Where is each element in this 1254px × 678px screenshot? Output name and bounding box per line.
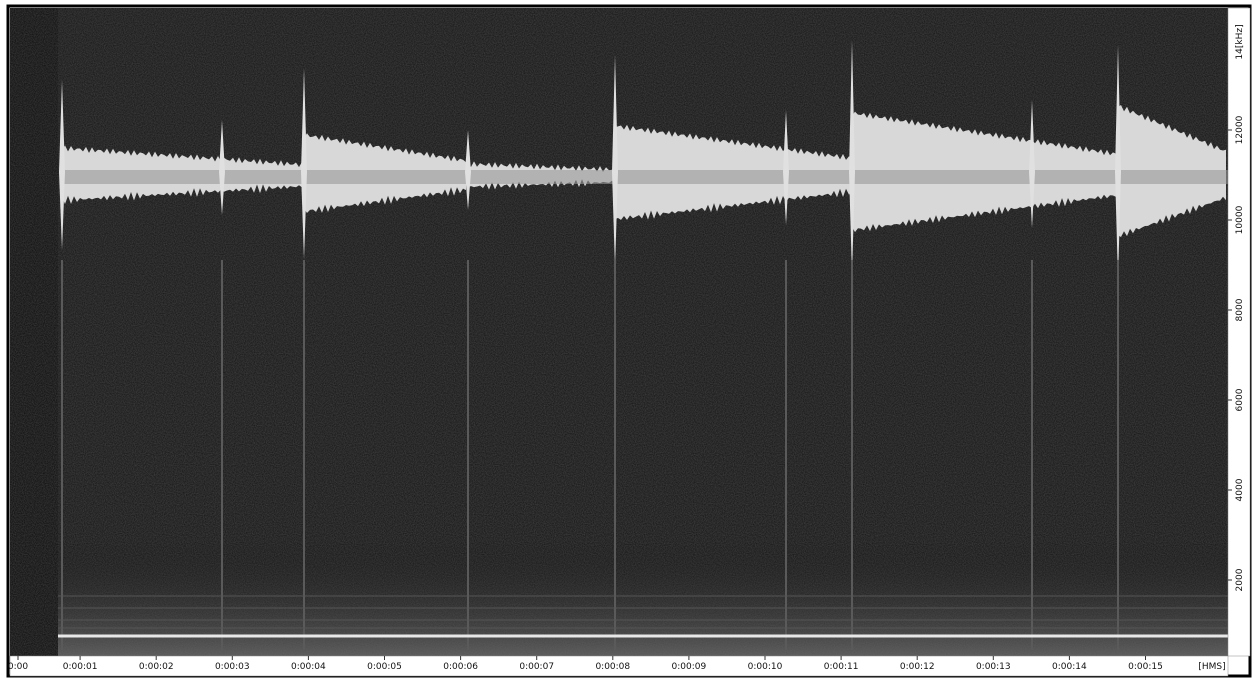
band-core	[468, 170, 615, 184]
frequency-tick-label: 2000	[1235, 568, 1245, 591]
time-tick-label: 0:00:07	[519, 662, 554, 672]
time-tick-label: 0:00	[8, 662, 28, 672]
frequency-tick-label: 6000	[1235, 388, 1245, 411]
low-frequency-energy	[58, 540, 1228, 656]
band-core	[615, 170, 852, 184]
frequency-tick-label: 12000	[1235, 115, 1245, 144]
frequency-tick-label: 10000	[1235, 205, 1245, 234]
time-tick-label: 0:00:01	[63, 662, 98, 672]
time-unit-label: [HMS]	[1198, 662, 1225, 672]
time-tick-label: 0:00:08	[595, 662, 630, 672]
frequency-tick-label: 8000	[1235, 298, 1245, 321]
time-tick-label: 0:00:13	[976, 662, 1011, 672]
time-tick-label: 0:00:02	[139, 662, 174, 672]
spectrogram-window: 0:00 0:00:01 0:00:02 0:00:03 0:00:04 0:00:05 0…	[0, 0, 1254, 678]
time-tick-label: 0:00:05	[367, 662, 402, 672]
time-tick-label: 0:00:11	[824, 662, 859, 672]
frequency-tick-label: 4000	[1235, 478, 1245, 501]
band-core	[304, 170, 468, 184]
band-core	[1118, 170, 1228, 184]
time-tick-label: 0:00:15	[1128, 662, 1163, 672]
frequency-top-label: 14[kHz]	[1235, 24, 1245, 59]
time-tick-label: 0:00:12	[900, 662, 935, 672]
band-core	[62, 170, 304, 184]
frequency-axis-strip	[1228, 8, 1250, 656]
time-tick-label: 0:00:04	[291, 662, 326, 672]
band-core	[852, 170, 1118, 184]
time-tick-label: 0:00:03	[215, 662, 250, 672]
time-tick-label: 0:00:09	[672, 662, 707, 672]
time-tick-label: 0:00:14	[1052, 662, 1087, 672]
time-tick-label: 0:00:06	[443, 662, 478, 672]
time-tick-label: 0:00:10	[748, 662, 783, 672]
